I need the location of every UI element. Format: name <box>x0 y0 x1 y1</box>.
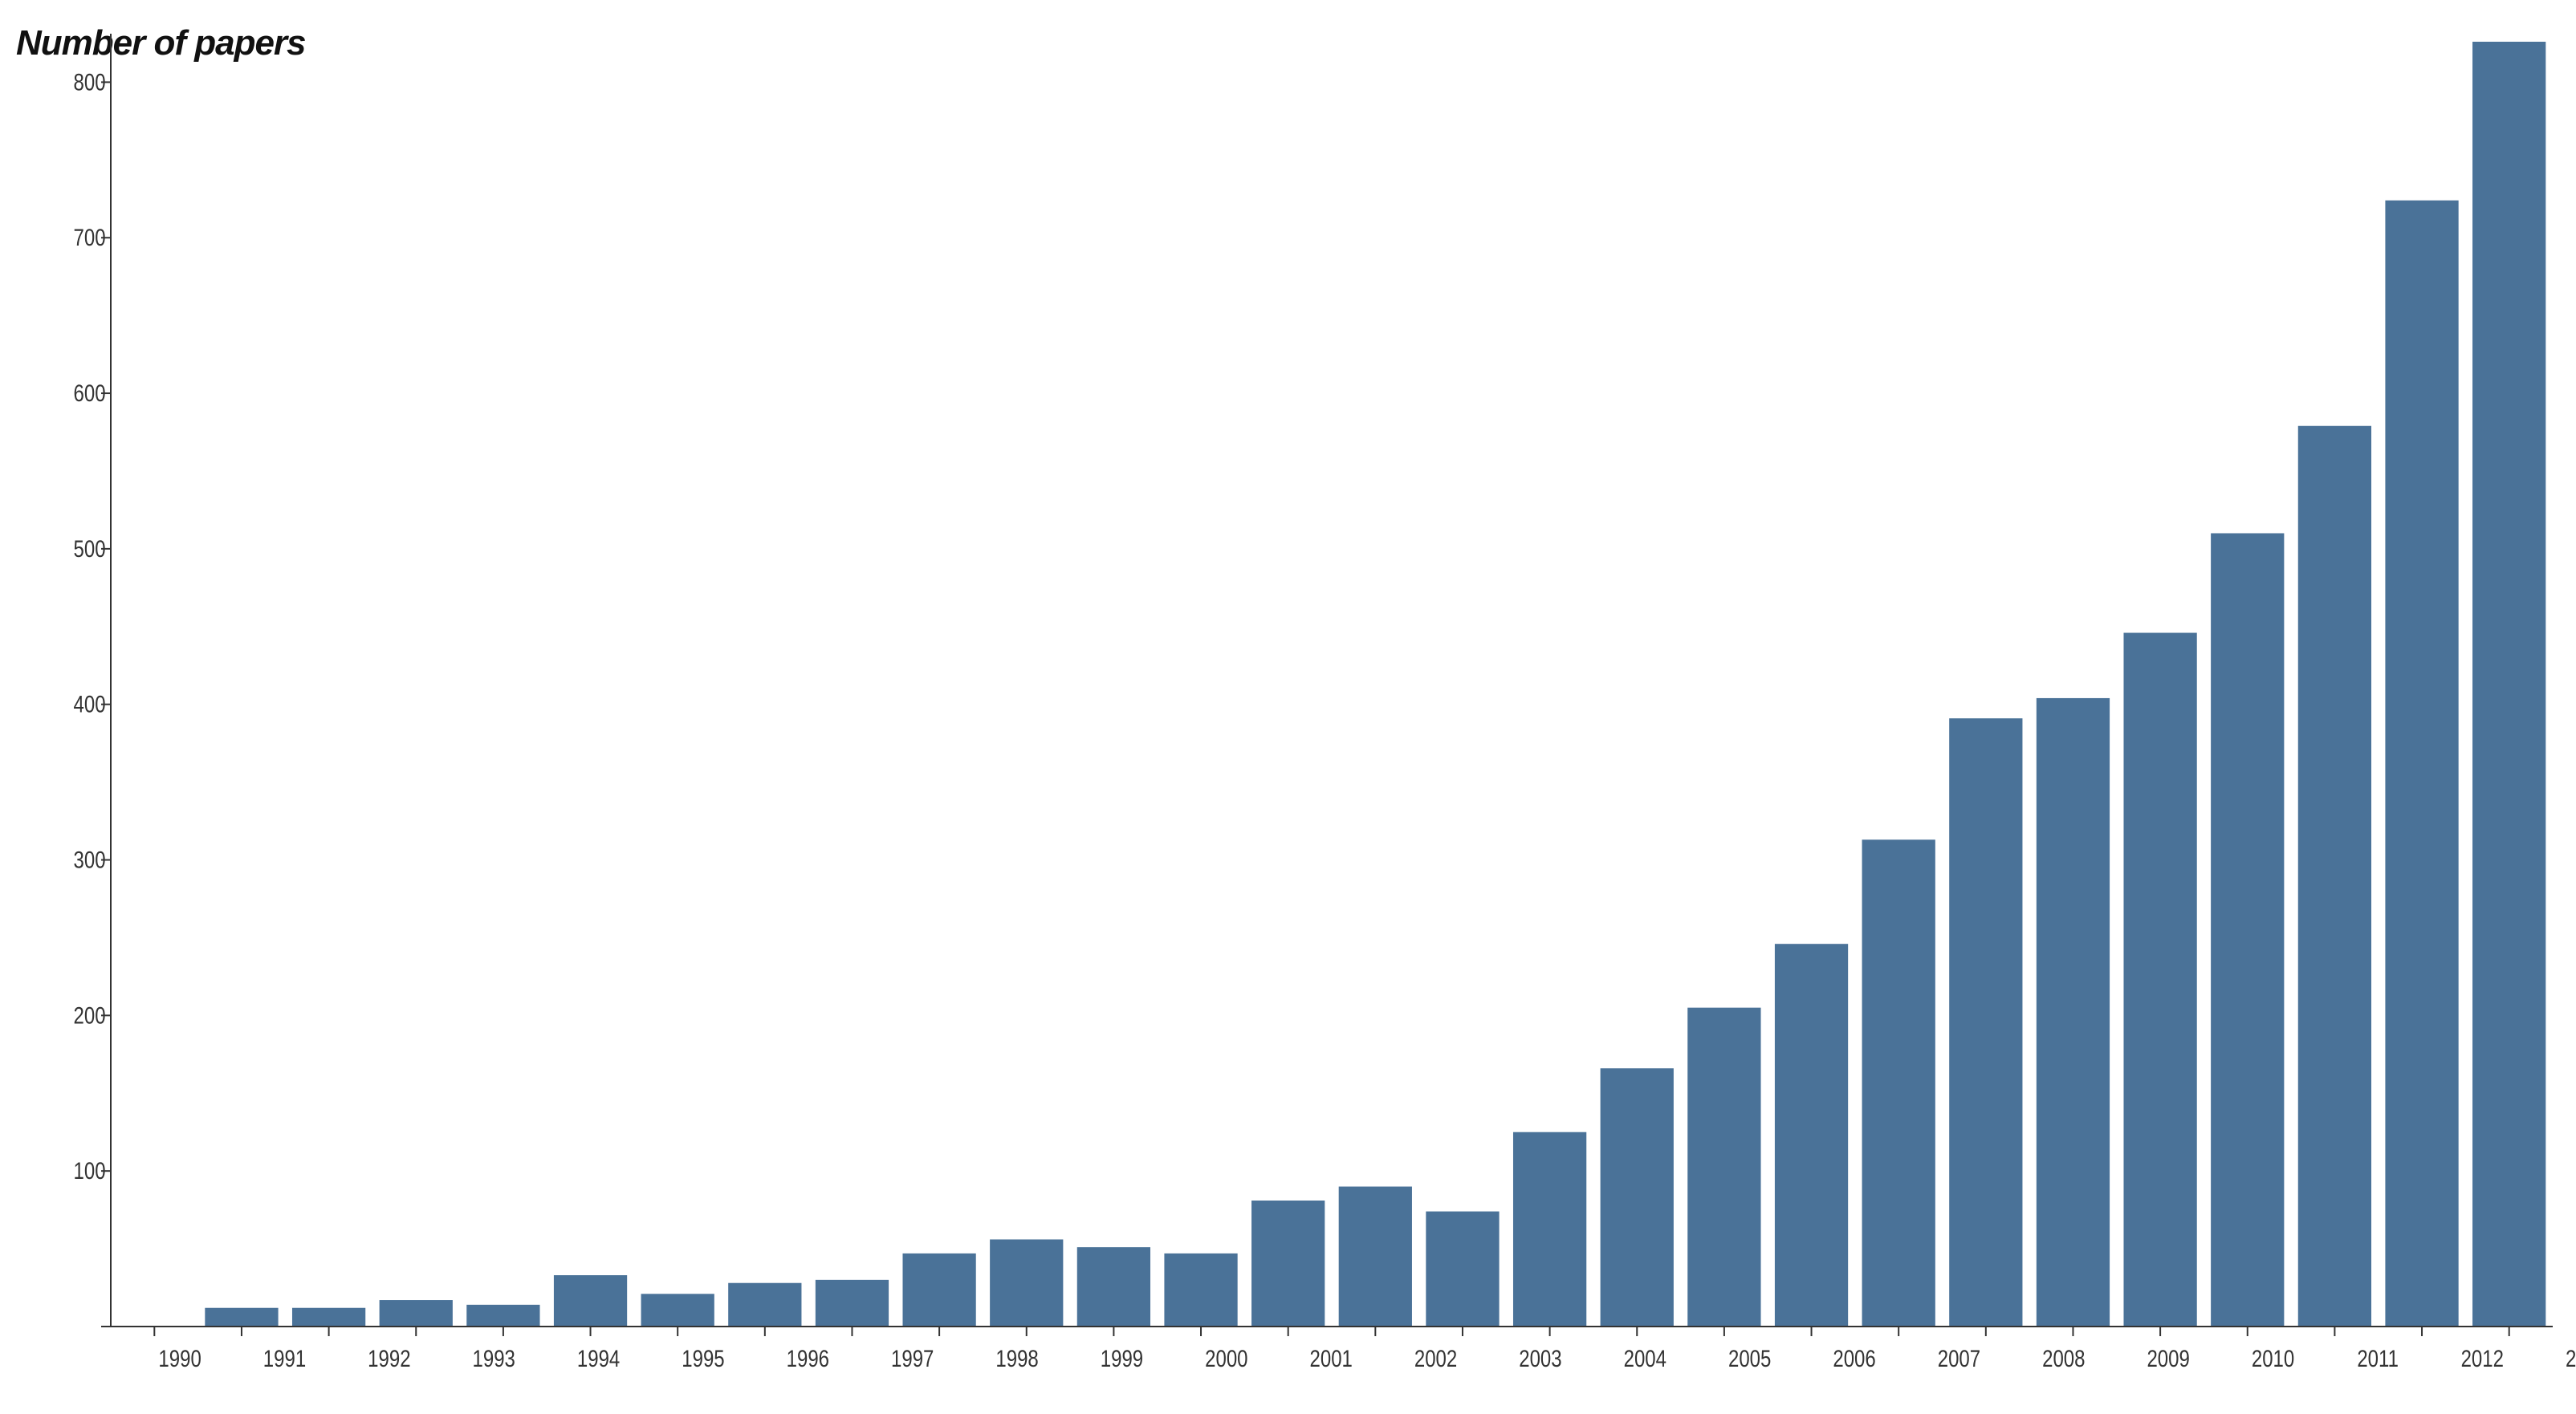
x-tick-label-2003: 2003 <box>1519 1344 1561 1371</box>
bar-1999 <box>902 1253 976 1327</box>
x-tick-label-2005: 2005 <box>1728 1344 1771 1371</box>
bar-2016 <box>2385 200 2459 1327</box>
y-axis-title: Number of papers <box>16 23 306 63</box>
y-tick-label-600: 600 <box>74 379 106 406</box>
bar-1998 <box>815 1279 889 1327</box>
bar-1994 <box>466 1304 540 1327</box>
x-tick-label-2011: 2011 <box>2357 1344 2399 1371</box>
bar-1997 <box>728 1282 802 1327</box>
x-tick-label-2004: 2004 <box>1624 1344 1666 1371</box>
x-tick-label-1990: 1990 <box>158 1344 201 1371</box>
x-tick-label-1999: 1999 <box>1101 1344 1143 1371</box>
x-tick-label-1996: 1996 <box>787 1344 829 1371</box>
bar-2013 <box>2123 632 2197 1327</box>
x-tick-label-1997: 1997 <box>891 1344 934 1371</box>
x-tick-label-2002: 2002 <box>1414 1344 1457 1371</box>
bar-1991 <box>205 1307 279 1327</box>
x-tick-label-1991: 1991 <box>263 1344 306 1371</box>
x-tick-label-1994: 1994 <box>577 1344 620 1371</box>
x-tick-label-2008: 2008 <box>2042 1344 2085 1371</box>
bar-2004 <box>1338 1186 1412 1327</box>
bar-2001 <box>1076 1247 1151 1327</box>
bar-2002 <box>1164 1253 1238 1327</box>
x-tick-label-2012: 2012 <box>2461 1344 2504 1371</box>
x-tick-label-2000: 2000 <box>1205 1344 1247 1371</box>
bar-2000 <box>990 1239 1064 1327</box>
bar-2009 <box>1774 944 1849 1327</box>
bar-1993 <box>379 1300 453 1327</box>
bar-1996 <box>641 1294 714 1327</box>
y-tick-label-400: 400 <box>74 690 106 717</box>
bar-2012 <box>2036 697 2110 1327</box>
y-tick-label-300: 300 <box>74 846 106 873</box>
x-tick-label-1993: 1993 <box>473 1344 515 1371</box>
bar-2011 <box>1949 718 2023 1327</box>
x-axis: 1990 1991 1992 1993 1994 1995 1996 1997 1998 1999… <box>101 1326 2576 1372</box>
bar-1995 <box>553 1275 628 1327</box>
y-tick-label-500: 500 <box>74 534 106 562</box>
x-tick-label-1995: 1995 <box>682 1344 724 1371</box>
bar-1992 <box>291 1307 366 1327</box>
bar-2010 <box>1862 839 1935 1327</box>
bars-group <box>205 42 2546 1327</box>
y-tick-label-700: 700 <box>74 224 106 251</box>
x-tick-label-2001: 2001 <box>1310 1344 1353 1371</box>
bar-2006 <box>1512 1132 1587 1327</box>
x-tick-label-2010: 2010 <box>2252 1344 2294 1371</box>
x-tick-label-1992: 1992 <box>368 1344 410 1371</box>
bar-2008 <box>1687 1007 1761 1327</box>
bar-2005 <box>1426 1211 1500 1327</box>
y-tick-label-800: 800 <box>74 68 106 95</box>
x-tick-label-2009: 2009 <box>2147 1344 2189 1371</box>
x-tick-label-2006: 2006 <box>1833 1344 1875 1371</box>
y-tick-label-100: 100 <box>74 1157 106 1184</box>
bar-2014 <box>2211 533 2285 1327</box>
x-tick-label-2007: 2007 <box>1938 1344 1980 1371</box>
bar-2007 <box>1600 1068 1674 1327</box>
y-tick-label-200: 200 <box>74 1002 106 1029</box>
x-tick-label-1998: 1998 <box>995 1344 1038 1371</box>
bar-2015 <box>2297 425 2372 1327</box>
x-tick-label-2013: 2013 <box>2566 1344 2576 1371</box>
bar-2003 <box>1251 1201 1325 1327</box>
bar-2017 <box>2472 42 2546 1327</box>
y-axis: 100 200 300 400 500 600 700 800 <box>74 34 112 1327</box>
